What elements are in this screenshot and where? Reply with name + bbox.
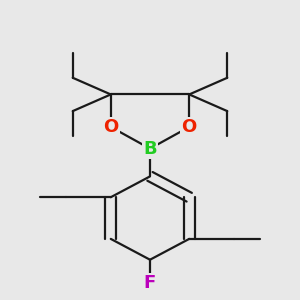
Text: B: B: [143, 140, 157, 158]
Text: F: F: [144, 274, 156, 292]
Text: O: O: [103, 118, 118, 136]
Text: O: O: [182, 118, 197, 136]
